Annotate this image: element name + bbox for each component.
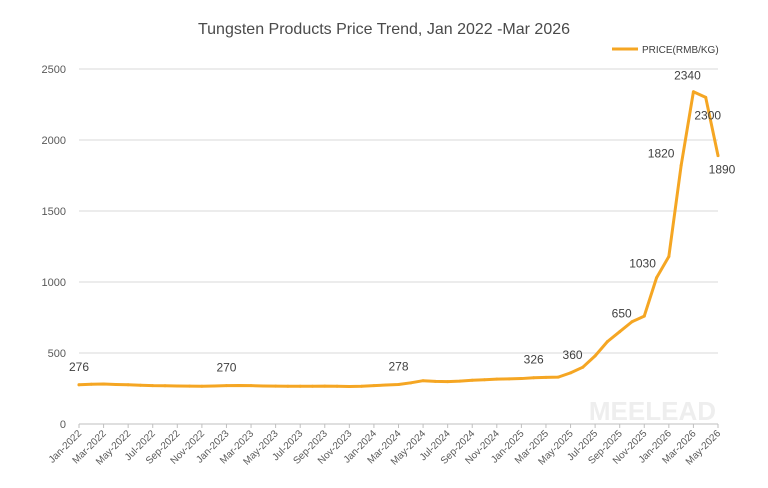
data-point [323, 384, 327, 388]
data-point [495, 377, 499, 381]
data-point [544, 375, 548, 379]
data-label: 2340 [674, 69, 701, 83]
data-point [409, 381, 413, 385]
data-label: 270 [216, 361, 236, 375]
data-point [569, 371, 573, 375]
y-tick-label: 1000 [42, 277, 66, 289]
watermark-logo: MEELEAD [589, 396, 716, 426]
data-point [286, 384, 290, 388]
data-label: 326 [524, 353, 544, 367]
data-label: 650 [612, 307, 632, 321]
series-line-price [77, 90, 720, 389]
data-point [384, 383, 388, 387]
data-point [360, 384, 364, 388]
data-label: 1890 [709, 163, 736, 177]
data-point [655, 276, 659, 280]
data-point [581, 365, 585, 369]
data-point [261, 384, 265, 388]
data-point [175, 384, 179, 388]
data-point [102, 382, 106, 386]
y-tick-label: 0 [60, 419, 66, 431]
series-layer [77, 90, 720, 389]
data-point [138, 383, 142, 387]
data-point [163, 384, 167, 388]
data-label: 1820 [648, 147, 675, 161]
data-point [126, 383, 130, 387]
x-axis-ticks: Jan-2022Mar-2022May-2022Jul-2022Sep-2022… [47, 424, 723, 468]
data-point [679, 164, 683, 168]
data-point [691, 90, 695, 94]
data-point [667, 254, 671, 258]
data-point [310, 384, 314, 388]
data-point [188, 384, 192, 388]
y-tick-label: 2000 [42, 135, 66, 147]
data-point [212, 384, 216, 388]
data-point [347, 385, 351, 389]
data-point [224, 384, 228, 388]
data-point [704, 95, 708, 99]
y-tick-label: 1500 [42, 206, 66, 218]
data-point [532, 376, 536, 380]
data-point [507, 377, 511, 381]
data-point [519, 377, 523, 381]
data-label: 2300 [694, 108, 721, 122]
data-label: 276 [69, 360, 89, 374]
data-point [114, 383, 118, 387]
data-point [298, 384, 302, 388]
data-point [605, 340, 609, 344]
data-point [421, 379, 425, 383]
data-point [470, 378, 474, 382]
data-point [618, 330, 622, 334]
data-point [151, 384, 155, 388]
data-point [274, 384, 278, 388]
y-tick-label: 2500 [42, 64, 66, 76]
data-labels: 276 270 278 326 360 650 1030 1820 2340 2300 1890 [69, 69, 736, 375]
data-label: 360 [563, 348, 583, 362]
data-point [642, 314, 646, 318]
legend-label: PRICE(RMB/KG) [642, 45, 719, 56]
data-point [397, 383, 400, 387]
data-point [89, 382, 93, 386]
data-label: 1030 [629, 257, 656, 271]
data-point [446, 380, 450, 384]
data-label: 278 [388, 360, 408, 374]
gridlines [79, 68, 718, 425]
data-point [200, 384, 204, 388]
data-point [556, 375, 560, 379]
watermark-text: MEELEAD [589, 396, 716, 426]
y-axis-ticks: 0 500 1000 1500 2000 2500 [42, 64, 66, 431]
legend: PRICE(RMB/KG) [612, 45, 719, 56]
y-tick-label: 500 [48, 348, 66, 360]
data-point [249, 384, 253, 388]
data-point [77, 383, 81, 387]
data-point [433, 379, 437, 383]
data-point [458, 379, 462, 383]
data-point [716, 154, 720, 158]
data-point [372, 384, 376, 388]
data-point [593, 354, 597, 358]
data-point [483, 378, 487, 382]
data-point [630, 320, 634, 324]
data-point [237, 384, 241, 388]
data-point [335, 384, 339, 388]
chart-title: Tungsten Products Price Trend, Jan 2022 … [198, 21, 570, 38]
